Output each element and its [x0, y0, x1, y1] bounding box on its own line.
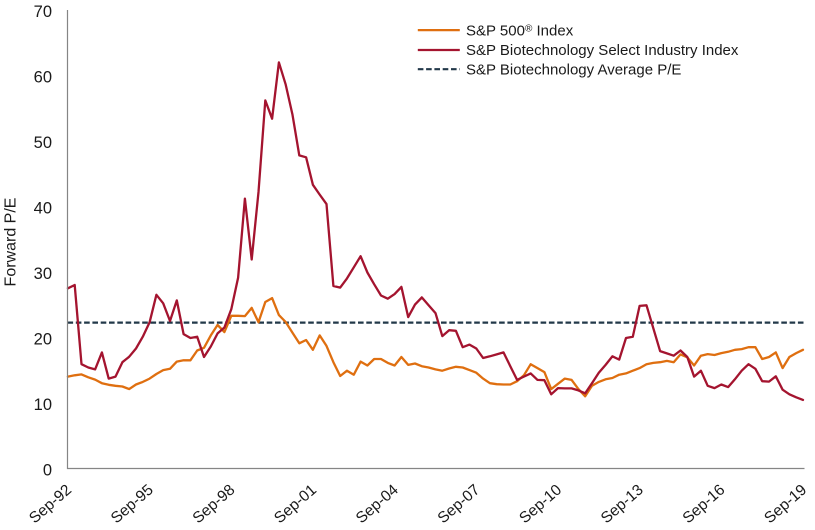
svg-text:S&P Biotechnology Select Indus: S&P Biotechnology Select Industry Index: [466, 42, 739, 59]
svg-text:Forward P/E: Forward P/E: [3, 198, 20, 287]
svg-text:10: 10: [34, 396, 52, 414]
svg-text:40: 40: [34, 200, 52, 218]
svg-text:S&P Biotechnology Average P/E: S&P Biotechnology Average P/E: [466, 61, 681, 78]
svg-text:S&P 500® Index: S&P 500® Index: [466, 22, 574, 39]
svg-text:50: 50: [34, 134, 52, 152]
svg-text:60: 60: [34, 69, 52, 87]
svg-text:70: 70: [34, 3, 52, 21]
svg-text:30: 30: [34, 265, 52, 283]
svg-text:20: 20: [34, 331, 52, 349]
svg-text:0: 0: [43, 462, 52, 480]
